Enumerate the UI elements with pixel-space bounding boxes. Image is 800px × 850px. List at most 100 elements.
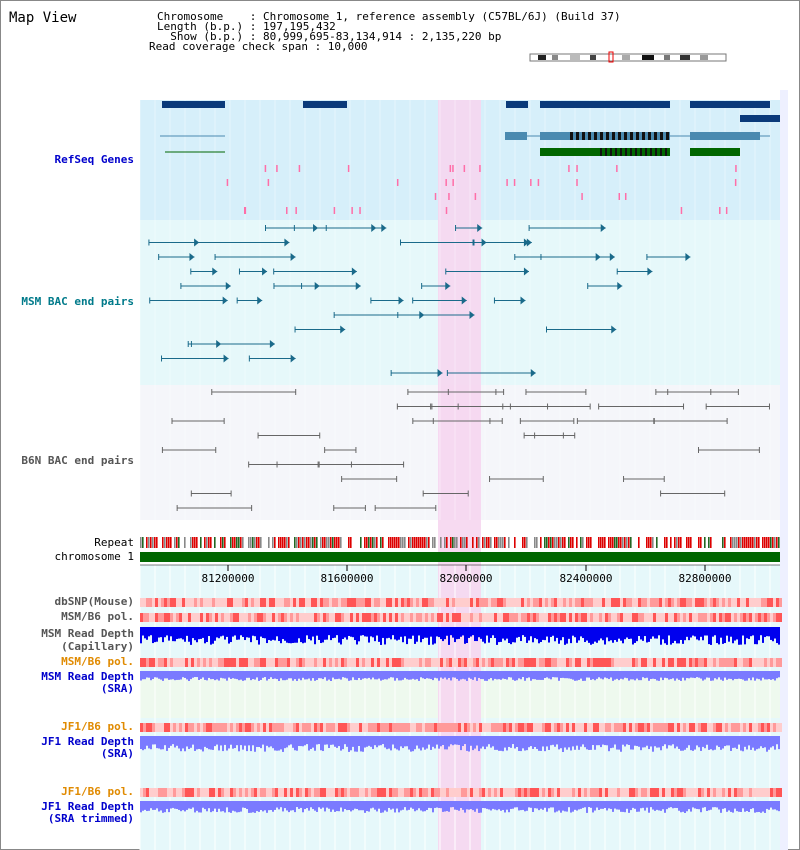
track-label-msm-b6-pol-2[interactable]: MSM/B6 pol.: [61, 655, 134, 668]
repeat-element: [478, 537, 480, 548]
read-depth-bar: [734, 801, 736, 809]
repeat-element: [148, 537, 150, 548]
repeat-element: [580, 537, 582, 548]
polymorphism-cell: [191, 613, 194, 622]
track-label-b6n-bac[interactable]: B6N BAC end pairs: [21, 454, 134, 467]
track-label-jf1-b6-pol-2[interactable]: JF1/B6 pol.: [61, 785, 134, 798]
polymorphism-cell: [434, 598, 437, 607]
track-label-msm-b6-pol[interactable]: MSM/B6 pol.: [61, 610, 134, 623]
track-label-jf1-depth-sra[interactable]: JF1 Read Depth: [41, 735, 134, 748]
read-depth-bar: [440, 671, 442, 678]
polymorphism-cell: [641, 613, 644, 622]
track-label-chromosome[interactable]: chromosome 1: [54, 550, 134, 563]
read-depth-bar: [408, 627, 410, 639]
read-depth-bar: [582, 671, 584, 681]
polymorphism-cell: [209, 723, 212, 732]
read-depth-bar: [580, 736, 582, 747]
polymorphism-cell: [743, 658, 746, 667]
msm-bac-end: [600, 224, 606, 232]
read-depth-bar: [520, 627, 522, 642]
track-label-jf1-depth-trimmed[interactable]: JF1 Read Depth: [41, 800, 134, 813]
gene-exon: [618, 132, 621, 140]
polymorphism-cell: [287, 788, 290, 797]
polymorphism-cell: [518, 598, 521, 607]
track-label-refseq[interactable]: RefSeq Genes: [54, 153, 134, 166]
read-depth-bar: [690, 801, 692, 812]
read-depth-bar: [660, 671, 662, 678]
read-depth-bar: [510, 627, 512, 645]
read-depth-bar: [194, 801, 196, 813]
repeat-element: [656, 537, 658, 548]
polymorphism-cell: [197, 723, 200, 732]
read-depth-bar: [348, 801, 350, 811]
track-label-dbsnp[interactable]: dbSNP(Mouse): [54, 595, 134, 608]
polymorphism-cell: [644, 658, 647, 667]
polymorphism-cell: [422, 658, 425, 667]
track-label-jf1-b6-pol[interactable]: JF1/B6 pol.: [61, 720, 134, 733]
polymorphism-cell: [224, 598, 227, 607]
repeat-element: [250, 537, 252, 548]
read-depth-bar: [420, 736, 422, 751]
polymorphism-cell: [611, 598, 614, 607]
read-depth-bar: [442, 671, 444, 679]
polymorphism-cell: [638, 613, 641, 622]
repeat-element: [484, 537, 486, 548]
read-depth-bar: [402, 801, 404, 810]
polymorphism-cell: [617, 788, 620, 797]
polymorphism-cell: [506, 723, 509, 732]
read-depth-bar: [218, 736, 220, 751]
gene-exon: [630, 132, 633, 140]
polymorphism-cell: [176, 723, 179, 732]
read-depth-bar: [450, 801, 452, 808]
read-depth-bar: [580, 627, 582, 637]
polymorphism-cell: [380, 788, 383, 797]
polymorphism-cell: [395, 598, 398, 607]
track-label-msm-depth-capillary[interactable]: MSM Read Depth: [41, 627, 134, 640]
track-label-repeat[interactable]: Repeat: [94, 536, 134, 549]
read-depth-bar: [146, 671, 148, 678]
polymorphism-cell: [650, 658, 653, 667]
read-depth-bar: [504, 671, 506, 679]
read-depth-bar: [444, 801, 446, 812]
read-depth-bar: [598, 736, 600, 746]
read-depth-bar: [738, 801, 740, 812]
read-depth-bar: [618, 736, 620, 750]
repeat-element: [268, 537, 270, 548]
ideogram-band: [680, 55, 690, 60]
polymorphism-cell: [656, 613, 659, 622]
polymorphism-cell: [386, 658, 389, 667]
read-depth-bar: [482, 801, 484, 808]
gene-exon: [594, 132, 597, 140]
polymorphism-cell: [143, 658, 146, 667]
read-depth-bar: [164, 801, 166, 813]
polymorphism-cell: [542, 613, 545, 622]
polymorphism-cell: [341, 723, 344, 732]
read-depth-bar: [562, 801, 564, 811]
read-depth-bar: [772, 671, 774, 680]
read-depth-bar: [476, 801, 478, 809]
read-depth-bar: [614, 801, 616, 809]
read-depth-bar: [732, 671, 734, 681]
polymorphism-cell: [161, 598, 164, 607]
read-depth-bar: [280, 801, 282, 808]
track-label-msm-bac[interactable]: MSM BAC end pairs: [21, 295, 134, 308]
polymorphism-cell: [731, 723, 734, 732]
polymorphism-cell: [710, 723, 713, 732]
track-label-msm-depth-sra[interactable]: MSM Read Depth: [41, 670, 134, 683]
read-depth-bar: [538, 736, 540, 751]
read-depth-bar: [490, 801, 492, 811]
polymorphism-cell: [503, 613, 506, 622]
read-depth-bar: [452, 736, 454, 746]
read-depth-bar: [586, 801, 588, 813]
polymorphism-cell: [248, 613, 251, 622]
polymorphism-cell: [416, 613, 419, 622]
polymorphism-cell: [401, 723, 404, 732]
msm-bac-end: [617, 282, 623, 290]
polymorphism-cell: [392, 788, 395, 797]
repeat-element: [232, 537, 234, 548]
polymorphism-cell: [275, 613, 278, 622]
read-depth-bar: [722, 627, 724, 644]
repeat-element: [614, 537, 616, 548]
repeat-element: [502, 537, 504, 548]
repeat-element: [496, 537, 498, 548]
